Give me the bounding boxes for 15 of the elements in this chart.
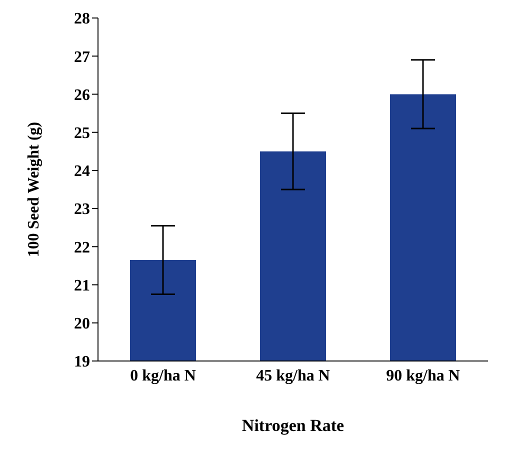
y-tick-label: 28 — [74, 10, 90, 28]
x-tick-label: 90 kg/ha N — [386, 367, 460, 384]
y-tick-label: 19 — [74, 354, 90, 371]
y-tick-label: 20 — [74, 316, 90, 333]
y-tick-label: 23 — [74, 201, 90, 218]
y-tick-label: 27 — [74, 48, 90, 66]
y-axis-title: 100 Seed Weight (g) — [26, 122, 43, 258]
x-axis-title: Nitrogen Rate — [242, 416, 345, 435]
y-tick-label: 24 — [74, 163, 90, 180]
y-tick-label: 21 — [74, 277, 90, 294]
y-tick-label: 26 — [74, 86, 90, 104]
x-tick-label: 0 kg/ha N — [130, 367, 196, 384]
y-tick-label: 25 — [74, 125, 90, 142]
y-tick-label: 22 — [74, 239, 90, 256]
x-tick-label: 45 kg/ha N — [256, 367, 330, 384]
